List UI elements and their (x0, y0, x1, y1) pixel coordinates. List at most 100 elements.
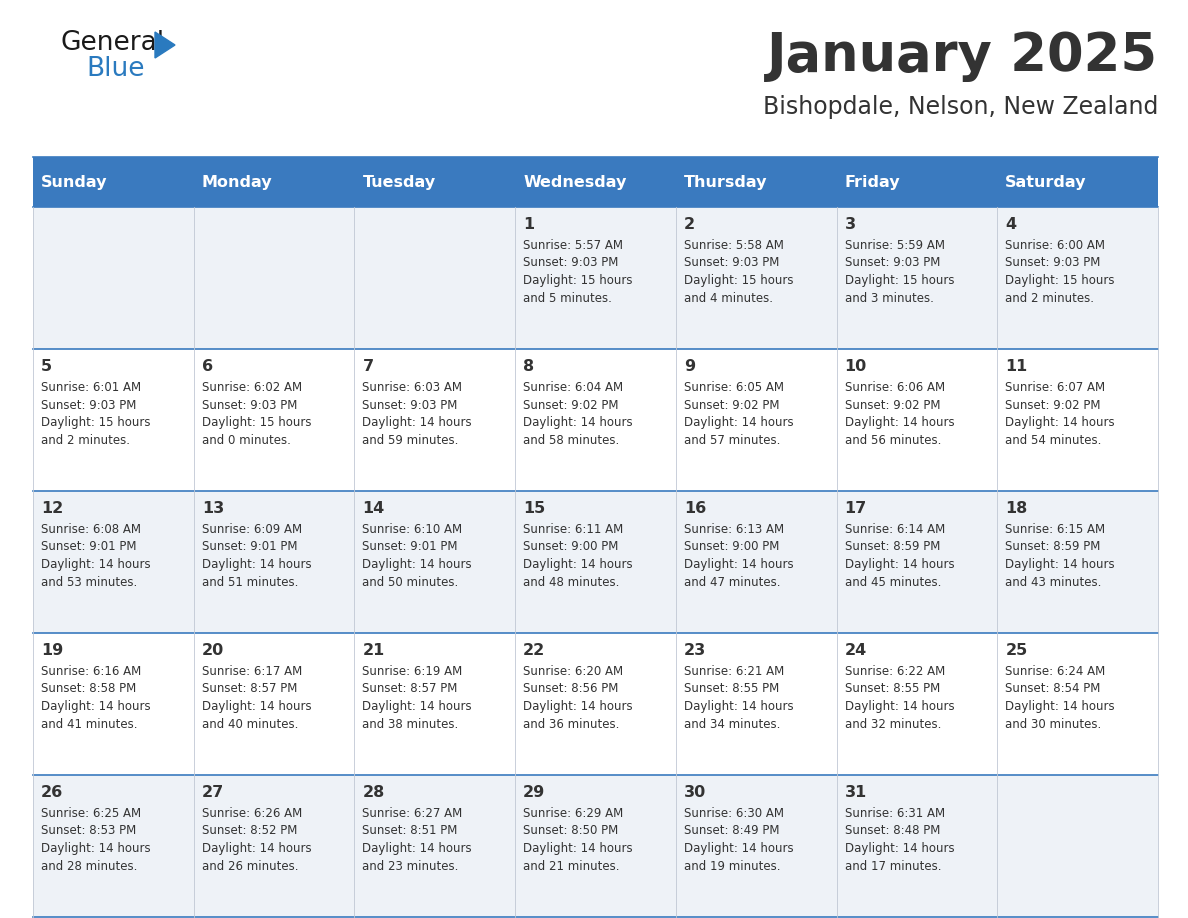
Text: 14: 14 (362, 501, 385, 516)
Text: 4: 4 (1005, 217, 1017, 232)
Text: Sunrise: 6:03 AM
Sunset: 9:03 PM
Daylight: 14 hours
and 59 minutes.: Sunrise: 6:03 AM Sunset: 9:03 PM Dayligh… (362, 381, 472, 446)
Text: 21: 21 (362, 643, 385, 658)
Text: Sunrise: 6:25 AM
Sunset: 8:53 PM
Daylight: 14 hours
and 28 minutes.: Sunrise: 6:25 AM Sunset: 8:53 PM Dayligh… (42, 807, 151, 872)
Text: Sunday: Sunday (42, 174, 107, 189)
Text: 15: 15 (523, 501, 545, 516)
Bar (33, 157, 194, 207)
Text: Wednesday: Wednesday (523, 174, 626, 189)
Text: 28: 28 (362, 785, 385, 800)
Text: Sunrise: 6:04 AM
Sunset: 9:02 PM
Daylight: 14 hours
and 58 minutes.: Sunrise: 6:04 AM Sunset: 9:02 PM Dayligh… (523, 381, 633, 446)
Text: Sunrise: 5:59 AM
Sunset: 9:03 PM
Daylight: 15 hours
and 3 minutes.: Sunrise: 5:59 AM Sunset: 9:03 PM Dayligh… (845, 239, 954, 305)
Bar (997, 349, 1158, 491)
Bar (676, 207, 836, 349)
Bar (997, 207, 1158, 349)
Text: Sunrise: 6:07 AM
Sunset: 9:02 PM
Daylight: 14 hours
and 54 minutes.: Sunrise: 6:07 AM Sunset: 9:02 PM Dayligh… (1005, 381, 1114, 446)
Text: 27: 27 (202, 785, 225, 800)
Bar (516, 775, 676, 917)
Text: Sunrise: 6:27 AM
Sunset: 8:51 PM
Daylight: 14 hours
and 23 minutes.: Sunrise: 6:27 AM Sunset: 8:51 PM Dayligh… (362, 807, 472, 872)
Bar (194, 633, 354, 775)
Text: 12: 12 (42, 501, 63, 516)
Bar (354, 775, 516, 917)
Bar (194, 157, 354, 207)
Bar (676, 349, 836, 491)
Text: Sunrise: 6:16 AM
Sunset: 8:58 PM
Daylight: 14 hours
and 41 minutes.: Sunrise: 6:16 AM Sunset: 8:58 PM Dayligh… (42, 665, 151, 731)
Bar (516, 207, 676, 349)
Polygon shape (154, 32, 175, 58)
Text: 2: 2 (684, 217, 695, 232)
Text: 3: 3 (845, 217, 855, 232)
Text: Sunrise: 6:21 AM
Sunset: 8:55 PM
Daylight: 14 hours
and 34 minutes.: Sunrise: 6:21 AM Sunset: 8:55 PM Dayligh… (684, 665, 794, 731)
Bar (194, 491, 354, 633)
Text: 20: 20 (202, 643, 225, 658)
Bar (676, 491, 836, 633)
Text: 9: 9 (684, 359, 695, 374)
Text: Sunrise: 6:26 AM
Sunset: 8:52 PM
Daylight: 14 hours
and 26 minutes.: Sunrise: 6:26 AM Sunset: 8:52 PM Dayligh… (202, 807, 311, 872)
Text: 24: 24 (845, 643, 867, 658)
Text: Sunrise: 6:22 AM
Sunset: 8:55 PM
Daylight: 14 hours
and 32 minutes.: Sunrise: 6:22 AM Sunset: 8:55 PM Dayligh… (845, 665, 954, 731)
Bar (33, 775, 194, 917)
Bar (516, 157, 676, 207)
Text: 11: 11 (1005, 359, 1028, 374)
Bar (836, 207, 997, 349)
Text: Saturday: Saturday (1005, 174, 1087, 189)
Text: Sunrise: 6:02 AM
Sunset: 9:03 PM
Daylight: 15 hours
and 0 minutes.: Sunrise: 6:02 AM Sunset: 9:03 PM Dayligh… (202, 381, 311, 446)
Text: Sunrise: 6:08 AM
Sunset: 9:01 PM
Daylight: 14 hours
and 53 minutes.: Sunrise: 6:08 AM Sunset: 9:01 PM Dayligh… (42, 523, 151, 588)
Bar (997, 157, 1158, 207)
Bar (354, 157, 516, 207)
Text: Sunrise: 6:17 AM
Sunset: 8:57 PM
Daylight: 14 hours
and 40 minutes.: Sunrise: 6:17 AM Sunset: 8:57 PM Dayligh… (202, 665, 311, 731)
Text: 22: 22 (523, 643, 545, 658)
Text: Sunrise: 5:57 AM
Sunset: 9:03 PM
Daylight: 15 hours
and 5 minutes.: Sunrise: 5:57 AM Sunset: 9:03 PM Dayligh… (523, 239, 633, 305)
Text: Bishopdale, Nelson, New Zealand: Bishopdale, Nelson, New Zealand (763, 95, 1158, 119)
Text: 6: 6 (202, 359, 213, 374)
Text: Sunrise: 6:31 AM
Sunset: 8:48 PM
Daylight: 14 hours
and 17 minutes.: Sunrise: 6:31 AM Sunset: 8:48 PM Dayligh… (845, 807, 954, 872)
Text: General: General (61, 30, 164, 56)
Bar (836, 633, 997, 775)
Bar (836, 157, 997, 207)
Text: 25: 25 (1005, 643, 1028, 658)
Text: 19: 19 (42, 643, 63, 658)
Text: Sunrise: 6:10 AM
Sunset: 9:01 PM
Daylight: 14 hours
and 50 minutes.: Sunrise: 6:10 AM Sunset: 9:01 PM Dayligh… (362, 523, 472, 588)
Text: Sunrise: 6:00 AM
Sunset: 9:03 PM
Daylight: 15 hours
and 2 minutes.: Sunrise: 6:00 AM Sunset: 9:03 PM Dayligh… (1005, 239, 1114, 305)
Bar (516, 633, 676, 775)
Text: 1: 1 (523, 217, 535, 232)
Text: 26: 26 (42, 785, 63, 800)
Text: Monday: Monday (202, 174, 272, 189)
Text: Sunrise: 6:09 AM
Sunset: 9:01 PM
Daylight: 14 hours
and 51 minutes.: Sunrise: 6:09 AM Sunset: 9:01 PM Dayligh… (202, 523, 311, 588)
Text: Sunrise: 6:14 AM
Sunset: 8:59 PM
Daylight: 14 hours
and 45 minutes.: Sunrise: 6:14 AM Sunset: 8:59 PM Dayligh… (845, 523, 954, 588)
Text: 17: 17 (845, 501, 867, 516)
Text: 10: 10 (845, 359, 867, 374)
Text: Sunrise: 6:30 AM
Sunset: 8:49 PM
Daylight: 14 hours
and 19 minutes.: Sunrise: 6:30 AM Sunset: 8:49 PM Dayligh… (684, 807, 794, 872)
Bar (516, 349, 676, 491)
Text: 29: 29 (523, 785, 545, 800)
Text: Sunrise: 6:11 AM
Sunset: 9:00 PM
Daylight: 14 hours
and 48 minutes.: Sunrise: 6:11 AM Sunset: 9:00 PM Dayligh… (523, 523, 633, 588)
Text: Sunrise: 6:20 AM
Sunset: 8:56 PM
Daylight: 14 hours
and 36 minutes.: Sunrise: 6:20 AM Sunset: 8:56 PM Dayligh… (523, 665, 633, 731)
Bar (676, 633, 836, 775)
Text: 31: 31 (845, 785, 867, 800)
Bar (194, 775, 354, 917)
Bar (33, 349, 194, 491)
Bar (836, 349, 997, 491)
Bar (836, 775, 997, 917)
Text: Sunrise: 6:01 AM
Sunset: 9:03 PM
Daylight: 15 hours
and 2 minutes.: Sunrise: 6:01 AM Sunset: 9:03 PM Dayligh… (42, 381, 151, 446)
Text: Sunrise: 6:13 AM
Sunset: 9:00 PM
Daylight: 14 hours
and 47 minutes.: Sunrise: 6:13 AM Sunset: 9:00 PM Dayligh… (684, 523, 794, 588)
Bar (33, 633, 194, 775)
Text: Tuesday: Tuesday (362, 174, 436, 189)
Bar (516, 491, 676, 633)
Text: 7: 7 (362, 359, 373, 374)
Bar (354, 633, 516, 775)
Text: Sunrise: 6:05 AM
Sunset: 9:02 PM
Daylight: 14 hours
and 57 minutes.: Sunrise: 6:05 AM Sunset: 9:02 PM Dayligh… (684, 381, 794, 446)
Text: 8: 8 (523, 359, 535, 374)
Bar (676, 157, 836, 207)
Text: Blue: Blue (86, 56, 145, 82)
Text: 30: 30 (684, 785, 706, 800)
Text: Friday: Friday (845, 174, 901, 189)
Bar (997, 491, 1158, 633)
Bar (354, 349, 516, 491)
Text: Sunrise: 5:58 AM
Sunset: 9:03 PM
Daylight: 15 hours
and 4 minutes.: Sunrise: 5:58 AM Sunset: 9:03 PM Dayligh… (684, 239, 794, 305)
Bar (354, 207, 516, 349)
Text: Sunrise: 6:15 AM
Sunset: 8:59 PM
Daylight: 14 hours
and 43 minutes.: Sunrise: 6:15 AM Sunset: 8:59 PM Dayligh… (1005, 523, 1114, 588)
Bar (33, 207, 194, 349)
Bar (836, 491, 997, 633)
Bar (997, 633, 1158, 775)
Text: 16: 16 (684, 501, 706, 516)
